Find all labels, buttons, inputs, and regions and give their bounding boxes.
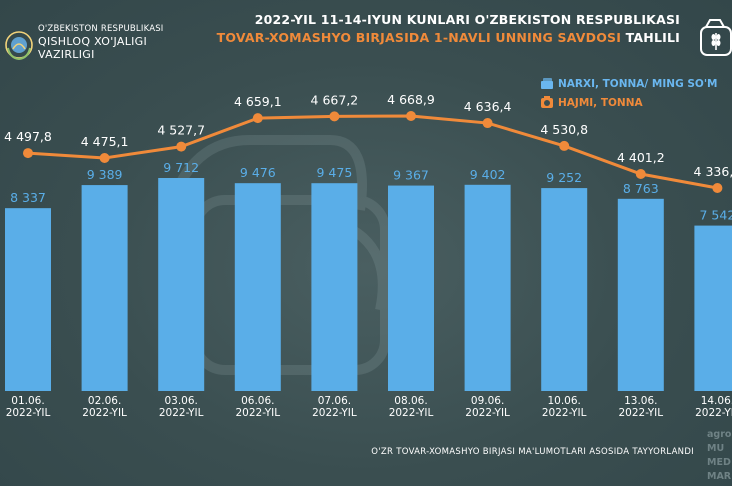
flour-bag-icon	[700, 19, 732, 56]
price-bar-label: 8 763	[623, 181, 659, 196]
state-emblem-icon	[5, 31, 33, 61]
volume-point	[482, 118, 493, 129]
volume-point	[23, 148, 33, 159]
x-tick-date: 08.06.	[394, 395, 427, 407]
price-bar-label: 9 712	[163, 160, 199, 175]
scale-legend-icon	[541, 96, 553, 108]
x-tick-date: 01.06.	[11, 395, 44, 407]
price-bar	[5, 208, 51, 391]
x-tick-year: 2022-YIL	[465, 407, 510, 419]
x-tick-year: 2022-YIL	[159, 407, 204, 419]
title-plain: TAHLILI	[621, 30, 680, 45]
x-tick-year: 2022-YIL	[6, 407, 51, 419]
x-tick-year: 2022-YIL	[235, 407, 280, 419]
volume-point-label: 4 475,1	[81, 134, 129, 149]
price-bar-label: 9 475	[317, 165, 353, 180]
volume-point	[712, 183, 723, 193]
volume-point-label: 4 401,2	[617, 150, 665, 165]
price-bar	[617, 198, 664, 391]
x-tick-date: 06.06.	[241, 395, 274, 407]
volume-point-label: 4 530,8	[540, 122, 588, 137]
x-tick-year: 2022-YIL	[389, 407, 434, 419]
title-line-2: TOVAR-XOMASHYO BIRJASIDA 1-NAVLI UNNING …	[217, 30, 680, 45]
x-tick-date: 10.06.	[547, 395, 580, 407]
watermark-line-3: MED	[707, 457, 731, 468]
volume-point-label: 4 636,4	[464, 99, 512, 114]
x-tick-year: 2022-YIL	[82, 407, 127, 419]
price-bar	[158, 178, 205, 391]
legend-price: NARXI, TONNA/ MING SO'M	[558, 78, 718, 90]
x-tick-date: 09.06.	[471, 395, 504, 407]
x-tick-date: 02.06.	[88, 395, 121, 407]
price-bar-label: 9 367	[393, 168, 429, 183]
x-tick-year: 2022-YIL	[618, 407, 663, 419]
volume-line	[27, 114, 718, 190]
volume-point	[329, 111, 340, 122]
org-line-1: O'ZBEKISTON RESPUBLIKASI	[38, 24, 164, 34]
volume-point-label: 4 336,7	[694, 164, 732, 179]
x-tick-date: 07.06.	[318, 395, 351, 407]
price-bar	[234, 183, 281, 391]
price-bar	[464, 184, 511, 391]
volume-point	[635, 169, 646, 180]
volume-point	[252, 113, 263, 124]
legend-volume: HAJMI, TONNA	[558, 97, 643, 109]
price-bar	[311, 183, 358, 391]
price-bar-label: 8 337	[10, 190, 46, 205]
volume-point	[406, 111, 416, 121]
volume-point-label: 4 667,2	[311, 92, 359, 107]
title-highlight: TOVAR-XOMASHYO BIRJASIDA 1-NAVLI UNNING …	[216, 30, 622, 45]
volume-point-label: 4 668,9	[387, 92, 435, 107]
watermark-line-2: MU	[707, 443, 725, 454]
watermark-line-1: agro	[707, 429, 732, 440]
organization-name: O'ZBEKISTON RESPUBLIKASI QISHLOQ XO'JALI…	[38, 24, 164, 61]
price-bar-label: 7 542	[700, 208, 732, 223]
x-tick-date: 03.06.	[164, 395, 197, 407]
price-legend-icon	[541, 78, 553, 89]
volume-point	[99, 153, 110, 164]
org-line-2: QISHLOQ XO'JALIGI	[38, 35, 148, 48]
x-tick-year: 2022-YIL	[312, 407, 357, 419]
price-bar-label: 9 252	[546, 170, 582, 185]
volume-point	[559, 140, 570, 151]
x-tick-date: 14.06.	[701, 395, 732, 407]
org-line-3: VAZIRLIGI	[38, 48, 95, 61]
price-bar-label: 9 389	[87, 167, 123, 182]
price-bar-label: 9 476	[240, 165, 276, 180]
volume-point-label: 4 497,8	[4, 129, 52, 144]
x-tick-date: 13.06.	[624, 395, 657, 407]
price-bar	[694, 225, 732, 391]
agro-media-watermark: agro MU MED MARK	[707, 428, 732, 484]
x-tick-year: 2022-YIL	[542, 407, 587, 419]
volume-point-label: 4 527,7	[157, 123, 205, 138]
price-bar	[81, 185, 128, 391]
price-bar	[541, 188, 588, 391]
volume-point	[176, 141, 187, 152]
title-line-1: 2022-YIL 11-14-IYUN KUNLARI O'ZBEKISTON …	[254, 12, 680, 27]
volume-point-label: 4 659,1	[234, 94, 282, 109]
source-note: O'ZR TOVAR-XOMASHYO BIRJASI MA'LUMOTLARI…	[371, 447, 694, 457]
watermark-line-4: MARK	[707, 471, 732, 482]
price-bar-label: 9 402	[470, 167, 506, 182]
price-bar	[388, 185, 434, 391]
x-tick-year: 2022-YIL	[695, 407, 732, 419]
